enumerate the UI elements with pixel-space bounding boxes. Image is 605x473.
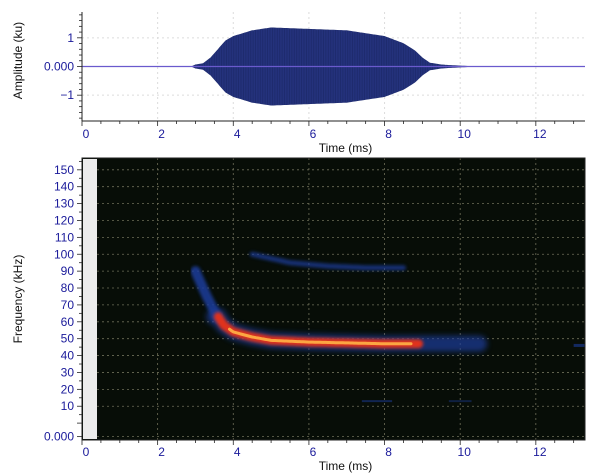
spectrogram-x-tick-label: 2 [158,445,165,459]
spectrogram-x-tick-label: 8 [385,445,392,459]
waveform-chart: 1 0.000 −1 0 2 4 6 8 10 12 Time (ms) Amplitude (ku) [11,12,585,155]
spectrogram-x-tick-label: 10 [458,445,472,459]
spectrogram-y-tick-label: 50 [61,332,75,346]
spectrogram-y-tick-label: 90 [61,264,75,278]
spectrogram-y-tick-label: 0.000 [44,430,74,444]
spectrogram-fundamental-peak [228,327,413,346]
spectrogram-background [82,158,585,440]
waveform-y-tick-label: 0.000 [44,60,74,74]
spectrogram-x-tick-label: 0 [83,445,90,459]
waveform-x-axis-title: Time (ms) [319,141,373,155]
spectrogram-x-axis-title: Time (ms) [319,459,373,473]
spectrogram-y-tick-label: 70 [61,298,75,312]
spectrogram-harmonic-band [249,251,406,271]
waveform-y-axis-title: Amplitude (ku) [11,22,25,99]
waveform-y-tick-label: −1 [60,88,74,102]
spectrogram-chart: 1501401301201101009080706050403020100.00… [11,157,586,473]
waveform-x-tick-label: 8 [385,127,392,141]
spectrogram-y-tick-label: 150 [54,163,74,177]
spectrogram-y-tick-label: 100 [54,247,74,261]
waveform-x-tick-label: 4 [234,127,241,141]
spectrogram-y-tick-label: 130 [54,197,74,211]
spectrogram-y-tick-label: 110 [55,230,74,244]
waveform-y-tick-label: 1 [67,31,74,45]
spectrogram-y-axis-title: Frequency (kHz) [11,255,25,344]
spectrogram-y-tick-label: 140 [54,180,74,194]
spectrogram-unplotted-strip [83,159,97,439]
spectrogram-y-tick-label: 60 [61,315,75,329]
spectrogram-frame [81,157,586,441]
waveform-x-tick-label: 2 [158,127,165,141]
spectrogram-y-tick-label: 30 [61,365,75,379]
spectrogram-x-tick-label: 6 [310,445,317,459]
spectrogram-y-tick-label: 40 [61,349,75,363]
spectrogram-y-tick-label: 80 [61,281,75,295]
spectrogram-x-tick-label: 4 [234,445,241,459]
spectrogram-y-tick-label: 10 [61,399,75,413]
waveform-x-tick-label: 0 [83,127,90,141]
spectrogram-y-tick-label: 20 [61,382,75,396]
waveform-x-tick-label: 10 [458,127,472,141]
spectrogram-x-tick-label: 12 [533,445,547,459]
spectrogram-y-tick-label: 120 [54,213,74,227]
waveform-x-tick-label: 12 [533,127,547,141]
waveform-x-tick-label: 6 [310,127,317,141]
